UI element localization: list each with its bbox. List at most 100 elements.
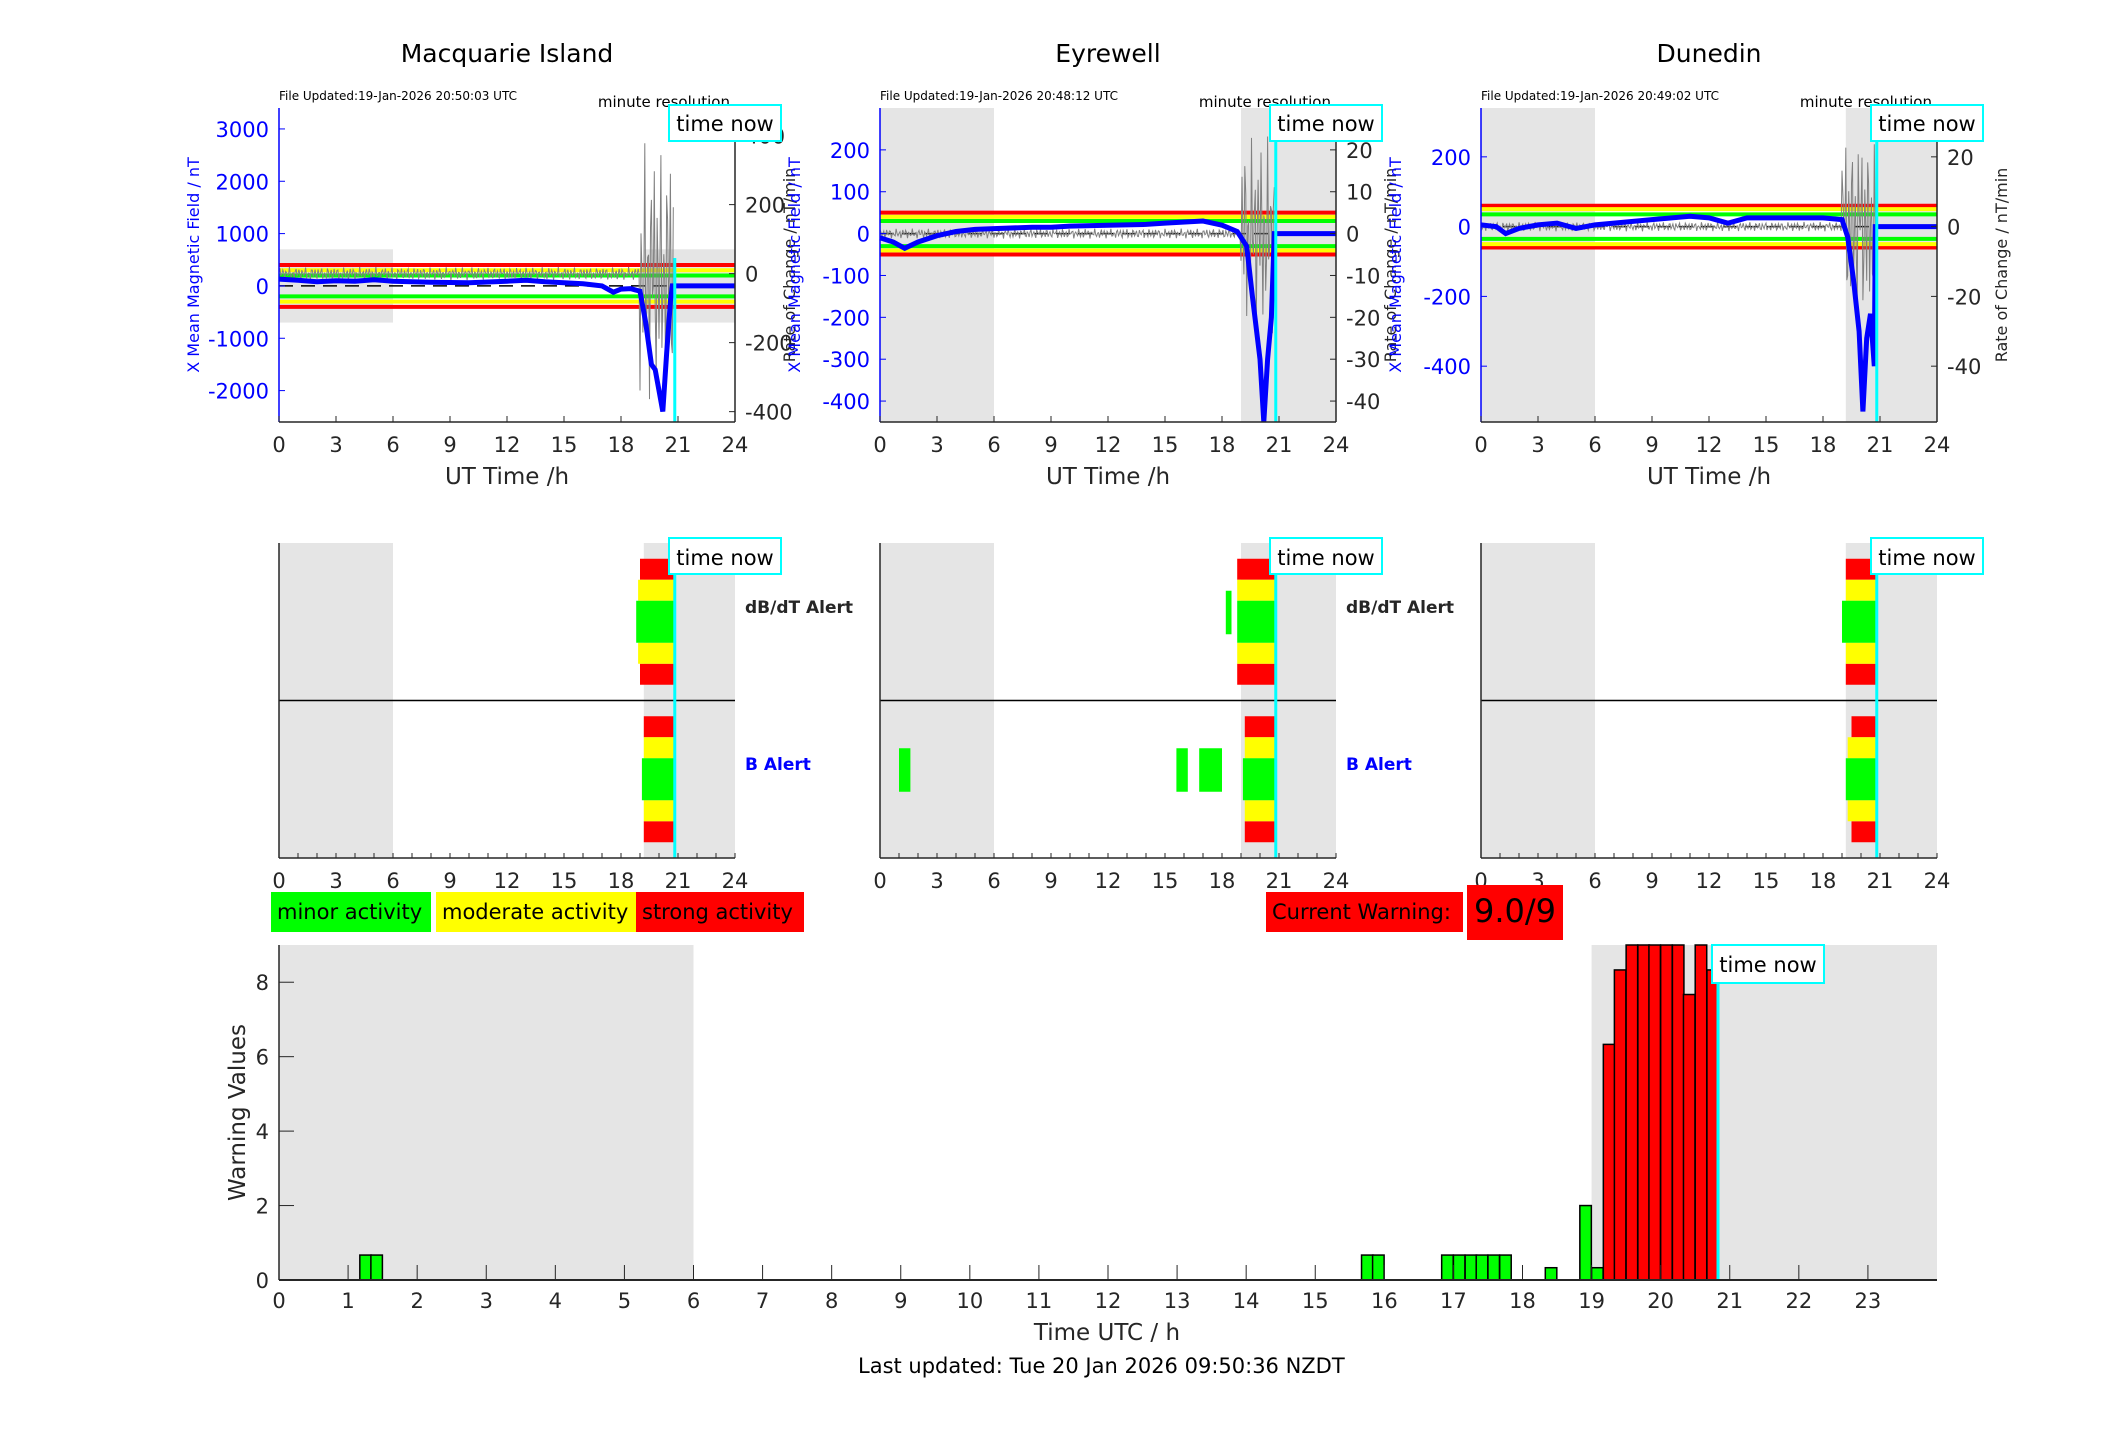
x-tick-label: 12 xyxy=(494,433,521,457)
left-tick-label: -400 xyxy=(1423,355,1471,379)
warning-x-tick-label: 21 xyxy=(1716,1289,1743,1313)
left-y-axis-label: X Mean Magnetic Field / nT xyxy=(184,157,203,373)
warning-x-tick-label: 8 xyxy=(825,1289,838,1313)
dbdt-alert-band-yellow xyxy=(1845,642,1877,664)
dbdt-alert-label: dB/dT Alert xyxy=(745,598,853,618)
x-tick-label: 21 xyxy=(1867,433,1894,457)
b-alert-band-yellow xyxy=(1244,737,1276,759)
dbdt-alert-band-green xyxy=(636,600,675,643)
dbdt-alert-band-red xyxy=(1845,558,1877,580)
x-axis-label: UT Time /h xyxy=(1647,464,1771,490)
warning-bar-strong xyxy=(1625,944,1639,1281)
dbdt-alert-band-yellow xyxy=(1845,579,1877,601)
b-alert-band-red xyxy=(1244,716,1276,738)
station-title: Macquarie Island xyxy=(401,39,614,68)
alert-x-tick-label: 21 xyxy=(1266,869,1293,893)
b-alert-label: B Alert xyxy=(745,755,811,775)
dbdt-alert-band-yellow xyxy=(638,642,675,664)
rate-of-change-line xyxy=(278,143,674,400)
alert-x-tick-label: 0 xyxy=(873,869,886,893)
b-alert-band-red xyxy=(1851,821,1877,843)
alert-x-tick-label: 18 xyxy=(1810,869,1837,893)
right-tick-label: 20 xyxy=(1947,146,1974,170)
x-tick-label: 12 xyxy=(1696,433,1723,457)
warning-bar-minor xyxy=(1452,1254,1466,1281)
alert-x-tick-label: 12 xyxy=(1095,869,1122,893)
x-tick-label: 15 xyxy=(1753,433,1780,457)
right-tick-label: -40 xyxy=(1947,355,1981,379)
warning-x-tick-label: 16 xyxy=(1371,1289,1398,1313)
alert-x-tick-label: 6 xyxy=(987,869,1000,893)
warning-bar-strong xyxy=(1602,1043,1616,1281)
warning-x-tick-label: 20 xyxy=(1647,1289,1674,1313)
alert-x-tick-label: 6 xyxy=(386,869,399,893)
left-tick-label: 2000 xyxy=(216,170,269,194)
warning-x-tick-label: 10 xyxy=(956,1289,983,1313)
b-alert-band-green xyxy=(1199,748,1222,792)
x-tick-label: 3 xyxy=(1531,433,1544,457)
right-tick-label: 0 xyxy=(745,263,758,287)
b-alert-band-red xyxy=(1851,716,1877,738)
x-tick-label: 6 xyxy=(386,433,399,457)
right-y-axis-label: Rate of Change / nT/min xyxy=(1381,168,1400,363)
dbdt-alert-label: dB/dT Alert xyxy=(1346,598,1454,618)
warning-bar-minor xyxy=(1464,1254,1478,1281)
warning-x-tick-label: 9 xyxy=(894,1289,907,1313)
left-tick-label: 0 xyxy=(256,275,269,299)
left-tick-label: 100 xyxy=(830,181,870,205)
right-tick-label: -10 xyxy=(1346,264,1380,288)
alert-x-tick-label: 6 xyxy=(1588,869,1601,893)
file-updated-text: File Updated:19-Jan-2026 20:48:12 UTC xyxy=(880,89,1118,103)
warning-x-tick-label: 4 xyxy=(549,1289,562,1313)
alert-x-tick-label: 9 xyxy=(1044,869,1057,893)
x-tick-label: 21 xyxy=(1266,433,1293,457)
alert-time-now-label: time now xyxy=(1277,546,1374,570)
file-updated-text: File Updated:19-Jan-2026 20:49:02 UTC xyxy=(1481,89,1719,103)
warning-y-tick-label: 0 xyxy=(256,1269,269,1293)
warning-x-tick-label: 18 xyxy=(1509,1289,1536,1313)
time-now-label: time now xyxy=(1878,112,1975,136)
b-alert-band-green xyxy=(899,748,911,792)
alert-x-tick-label: 3 xyxy=(329,869,342,893)
x-tick-label: 6 xyxy=(987,433,1000,457)
x-tick-label: 9 xyxy=(443,433,456,457)
dbdt-alert-band-red xyxy=(640,558,675,580)
alert-x-tick-label: 21 xyxy=(665,869,692,893)
x-tick-label: 15 xyxy=(551,433,578,457)
left-tick-label: -100 xyxy=(822,264,870,288)
alert-x-tick-label: 12 xyxy=(494,869,521,893)
station-title: Eyrewell xyxy=(1055,39,1160,68)
warning-bar-strong xyxy=(1671,944,1685,1281)
warning-bar-strong xyxy=(1694,944,1708,1281)
alert-x-tick-label: 12 xyxy=(1696,869,1723,893)
warning-x-tick-label: 5 xyxy=(618,1289,631,1313)
x-axis-label: UT Time /h xyxy=(1046,464,1170,490)
alert-time-now-box xyxy=(668,537,782,575)
left-tick-label: -400 xyxy=(822,390,870,414)
right-y-axis-label: Rate of Change / nT/min xyxy=(1992,168,2011,363)
rate-of-change-line xyxy=(879,136,1275,334)
alert-x-tick-label: 15 xyxy=(551,869,578,893)
x-tick-label: 9 xyxy=(1044,433,1057,457)
warning-x-tick-label: 1 xyxy=(341,1289,354,1313)
right-tick-label: 200 xyxy=(745,194,785,218)
time-now-box xyxy=(1870,104,1984,142)
x-tick-label: 24 xyxy=(722,433,749,457)
b-alert-band-yellow xyxy=(1847,800,1877,822)
x-tick-label: 6 xyxy=(1588,433,1601,457)
alert-x-tick-label: 18 xyxy=(1209,869,1236,893)
left-tick-label: -2000 xyxy=(208,380,269,404)
right-tick-label: -30 xyxy=(1346,348,1380,372)
right-tick-label: -200 xyxy=(745,332,793,356)
dbdt-alert-band-yellow xyxy=(1237,642,1276,664)
rate-of-change-line xyxy=(1480,144,1876,301)
warning-bar-minor xyxy=(1487,1254,1501,1281)
left-tick-label: -1000 xyxy=(208,327,269,351)
left-tick-label: 0 xyxy=(857,223,870,247)
alert-x-tick-label: 3 xyxy=(930,869,943,893)
right-tick-label: 0 xyxy=(1947,216,1960,240)
warning-x-tick-label: 12 xyxy=(1095,1289,1122,1313)
warning-x-tick-label: 22 xyxy=(1785,1289,1812,1313)
left-y-axis-label: X Mean Magnetic Field / nT xyxy=(1386,157,1405,373)
